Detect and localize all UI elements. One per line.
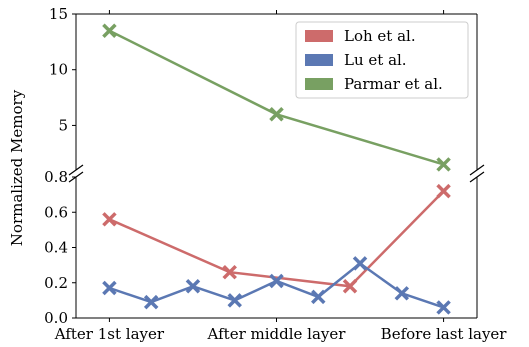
series-line-loh-et-al (108, 190, 445, 288)
data-point-loh-et-al (436, 183, 451, 199)
data-point-parmar-et-al (102, 23, 117, 38)
marker-stroke (436, 183, 451, 199)
bottom-ytick-label: 0.8 (44, 168, 68, 186)
marker-stroke (352, 256, 368, 271)
bottom-ytick-label: 0.6 (44, 203, 68, 221)
data-point-lu-et-al (227, 293, 242, 308)
y-axis-label: Normalized Memory (8, 89, 26, 246)
legend-swatch (305, 78, 333, 90)
data-point-parmar-et-al (436, 157, 451, 172)
axis-break-mark (469, 171, 485, 183)
axis-break-mark (68, 164, 84, 176)
bottom-ytick-label: 0.2 (44, 274, 68, 292)
data-point-lu-et-al (311, 289, 326, 305)
data-point-lu-et-al (269, 273, 284, 289)
data-point-lu-et-al (185, 279, 201, 294)
data-point-lu-et-al (436, 300, 451, 315)
marker-stroke (342, 279, 358, 294)
marker-stroke (436, 300, 451, 315)
xtick-label: After 1st layer (54, 325, 165, 343)
xtick-label: Before last layer (381, 325, 508, 343)
top-ytick-label: 15 (49, 5, 68, 23)
marker-stroke (311, 289, 326, 305)
marker-stroke (222, 264, 237, 280)
data-point-loh-et-al (102, 212, 117, 227)
data-point-lu-et-al (143, 294, 159, 310)
legend-box (295, 21, 469, 99)
series-line-lu-et-al (109, 261, 444, 309)
legend-swatch (305, 54, 333, 66)
marker-stroke (143, 294, 159, 310)
marker-stroke (185, 279, 201, 294)
marker-stroke (102, 212, 117, 227)
data-point-loh-et-al (222, 264, 237, 280)
marker-stroke (102, 23, 117, 38)
data-point-loh-et-al (342, 279, 358, 294)
legend-swatch (305, 30, 333, 42)
legend-label: Parmar et al. (344, 75, 443, 93)
top-ytick-label: 10 (49, 61, 68, 79)
data-point-lu-et-al (102, 280, 117, 296)
xtick-label: After middle layer (207, 325, 347, 343)
data-point-lu-et-al (352, 256, 368, 271)
marker-stroke (269, 107, 284, 122)
marker-stroke (269, 273, 284, 289)
top-ytick-label: 5 (58, 116, 68, 134)
marker-stroke (227, 293, 242, 308)
bottom-ytick-label: 0.0 (44, 309, 68, 327)
legend-label: Loh et al. (344, 27, 416, 45)
marker-stroke (436, 157, 451, 172)
data-point-lu-et-al (394, 286, 410, 301)
legend-label: Lu et al. (344, 51, 407, 69)
bottom-ytick-label: 0.4 (44, 239, 68, 257)
marker-stroke (102, 280, 117, 296)
marker-stroke (394, 286, 410, 301)
data-point-parmar-et-al (269, 107, 284, 122)
axis-break-mark (469, 164, 485, 176)
